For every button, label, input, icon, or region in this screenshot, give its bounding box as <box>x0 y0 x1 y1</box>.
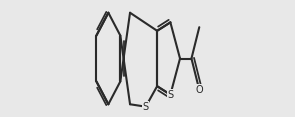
Text: O: O <box>196 85 203 95</box>
Text: S: S <box>167 90 173 100</box>
Text: S: S <box>142 102 149 112</box>
